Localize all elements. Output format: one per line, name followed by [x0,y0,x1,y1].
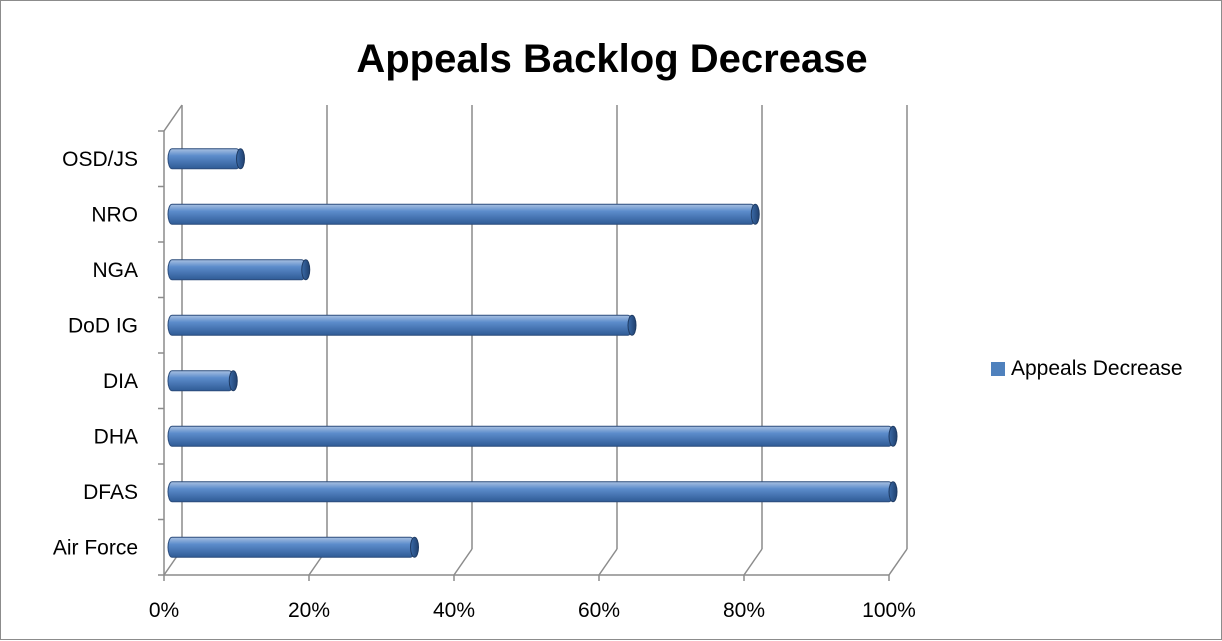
chart-title: Appeals Backlog Decrease [356,37,868,81]
y-category-label: DIA [103,370,138,393]
x-tick-label: 80% [723,599,765,622]
gridline-floor [453,548,473,576]
bar [167,536,419,558]
bar [167,370,238,392]
bar [167,425,898,447]
bar-layer [167,148,898,558]
bar [167,203,760,225]
bar [167,481,898,503]
x-tick-label: 100% [862,599,916,622]
legend: Appeals Decrease [991,357,1183,381]
gridline-floor [598,548,618,576]
label-layer: 0% 20% 40% 60% 80% 100% Air Force DFAS DHA DIA DoD… [53,148,916,622]
legend-label: Appeals Decrease [1011,357,1183,380]
grid-layer [163,105,908,576]
y-category-label: DoD IG [68,314,138,337]
y-category-label: DHA [94,425,138,448]
gridline-floor [888,548,908,576]
y-category-label: Air Force [53,536,138,559]
y-axis-depth [163,104,183,132]
bar [167,148,245,170]
x-tick-label: 0% [149,599,179,622]
axis-layer [158,104,890,581]
y-category-label: NRO [91,203,138,226]
x-tick-label: 20% [288,599,330,622]
gridline-floor [743,548,763,576]
legend-swatch [991,362,1005,376]
x-tick-label: 40% [433,599,475,622]
x-tick-label: 60% [578,599,620,622]
y-category-label: OSD/JS [62,148,138,171]
bar [167,314,637,336]
y-category-label: DFAS [83,481,138,504]
bar [167,259,311,281]
y-category-label: NGA [92,259,138,282]
